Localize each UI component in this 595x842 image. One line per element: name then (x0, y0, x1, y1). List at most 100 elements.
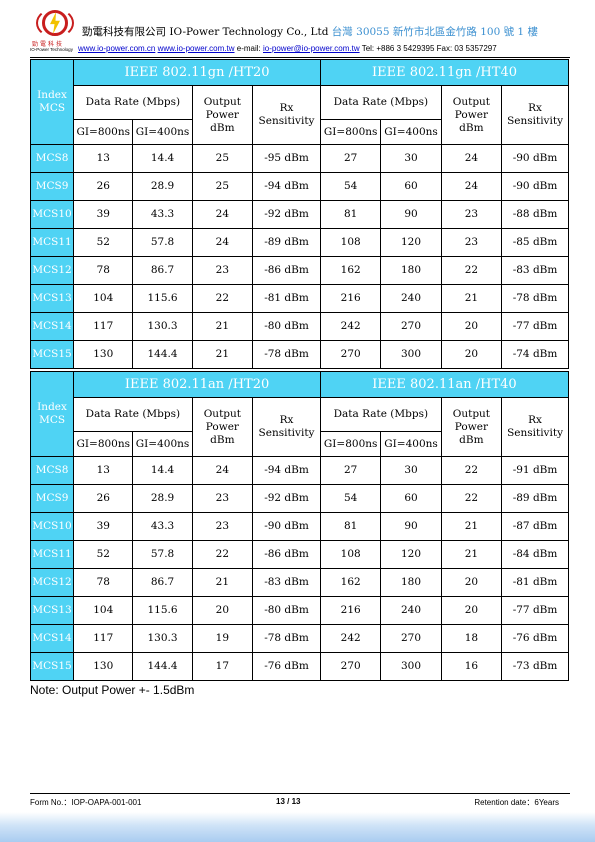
value-cell: 117 (73, 312, 134, 341)
gi-400-header-text: GI=400ns (384, 125, 438, 138)
mcs-index-cell-text: MCS13 (32, 604, 72, 616)
mcs-index-cell: MCS9 (29, 484, 75, 513)
value-cell: 24 (191, 456, 254, 485)
mcs-index-cell: MCS8 (29, 456, 75, 485)
email-link[interactable]: io-power@io-power.com.tw (263, 44, 360, 53)
mcs-index-cell: MCS12 (29, 568, 75, 597)
mcs-index-cell: MCS14 (29, 624, 75, 653)
value-cell: 216 (319, 284, 382, 313)
value-cell-text: -80 dBm (264, 604, 309, 616)
value-cell: -92 dBm (252, 484, 321, 513)
value-cell: 28.9 (132, 484, 193, 513)
website-link-cn[interactable]: www.io-power.com.cn (78, 44, 156, 53)
value-cell: 17 (191, 652, 254, 681)
value-cell: 162 (319, 256, 382, 285)
value-cell: 242 (319, 312, 382, 341)
value-cell-text: 270 (401, 320, 422, 332)
email-label: e-mail: (236, 44, 261, 53)
table-title-row: Index MCS IEEE 802.11an /HT20 IEEE 802.11an… (29, 371, 570, 457)
value-cell: -87 dBm (501, 512, 569, 541)
value-cell: 270 (319, 340, 382, 369)
value-cell-text: 270 (340, 660, 361, 672)
value-cell-text: -76 dBm (264, 660, 309, 672)
right-section-title: IEEE 802.11an /HT40 (319, 371, 570, 398)
value-cell-text: -77 dBm (512, 604, 558, 616)
value-cell-text: 130.3 (147, 320, 178, 332)
value-cell: 52 (73, 540, 134, 569)
rx-sensitivity-header-text: Rx (528, 414, 542, 426)
gi-800-header-text: GI=800ns (76, 437, 131, 450)
value-cell: 20 (440, 312, 503, 341)
value-cell: 120 (380, 540, 442, 569)
value-cell: 115.6 (132, 284, 193, 313)
value-cell: 25 (191, 144, 254, 173)
value-cell-text: 54 (343, 180, 358, 192)
value-cell-text: 14.4 (150, 464, 175, 476)
value-cell-text: -90 dBm (512, 152, 558, 164)
value-cell: -81 dBm (252, 284, 321, 313)
value-cell-text: 52 (96, 548, 110, 560)
value-cell-text: 39 (96, 208, 110, 220)
value-cell-text: -92 dBm (264, 208, 309, 220)
mcs-index-cell-text: MCS15 (32, 660, 72, 672)
value-cell: 24 (440, 172, 503, 201)
value-cell: -80 dBm (252, 596, 321, 625)
company-logo: 勁電科技 IO-Power Technology (30, 8, 80, 54)
rx-sensitivity-header-text: Sensitivity (507, 427, 563, 439)
value-cell: 108 (319, 540, 382, 569)
index-mcs-header: Index MCS (29, 59, 75, 145)
mcs-index-cell-text: MCS14 (32, 320, 72, 332)
table-subheader-row: GI=800ns GI=400ns GI=800ns GI=400ns (31, 431, 569, 457)
gi-800-header: GI=800ns (319, 119, 382, 145)
table-row: MCS12 78 86.7 21 -83 dBm 162 180 20 -81 dBm (29, 568, 569, 597)
value-cell-text: 23 (215, 264, 230, 276)
value-cell: 24 (191, 228, 254, 257)
website-link-tw[interactable]: www.io-power.com.tw (157, 44, 235, 53)
value-cell-text: 115.6 (147, 604, 178, 616)
output-power-header-text: dBm (459, 433, 484, 446)
value-cell-text: 20 (215, 604, 230, 616)
value-cell: -74 dBm (501, 340, 569, 369)
value-cell-text: 81 (343, 208, 358, 220)
value-cell-text: 24 (215, 208, 230, 220)
contact-line: www.io-power.com.cn www.io-power.com.tw … (78, 44, 497, 53)
value-cell: -76 dBm (501, 624, 569, 653)
table-row: MCS13 104 115.6 20 -80 dBm 216 240 20 -77 dBm (29, 596, 569, 625)
value-cell: 240 (380, 284, 442, 313)
logo-ring-icon (42, 10, 68, 36)
value-cell-text: 43.3 (150, 520, 175, 532)
value-cell-text: 240 (401, 604, 422, 616)
value-cell-text: 20 (464, 348, 479, 360)
mcs-index-cell-text: MCS11 (32, 236, 72, 248)
value-cell-text: 81 (343, 520, 358, 532)
value-cell: 216 (319, 596, 382, 625)
value-cell: 130 (73, 652, 134, 681)
value-cell: 90 (380, 200, 442, 229)
value-cell-text: -89 dBm (264, 236, 309, 248)
value-cell-text: 180 (401, 576, 422, 588)
table-header-row: Data Rate (Mbps) Output Power dBm Rx Sensitiv… (31, 85, 569, 145)
value-cell: 23 (191, 484, 254, 513)
value-cell: 19 (191, 624, 254, 653)
value-cell-text: 242 (340, 320, 361, 332)
value-cell: 130.3 (132, 624, 193, 653)
index-mcs-header-text: MCS (39, 102, 66, 114)
value-cell: 90 (380, 512, 442, 541)
value-cell: 22 (440, 256, 503, 285)
table-row: MCS8 13 14.4 25 -95 dBm 27 30 24 -90 dBm (29, 144, 569, 173)
value-cell: 21 (191, 568, 254, 597)
value-cell: -73 dBm (501, 652, 569, 681)
value-cell: 23 (191, 512, 254, 541)
value-cell-text: 22 (464, 492, 479, 504)
mcs-index-cell-text: MCS15 (32, 348, 72, 360)
mcs-index-cell-text: MCS8 (35, 152, 69, 164)
value-cell: 27 (319, 144, 382, 173)
value-cell: -85 dBm (501, 228, 569, 257)
value-cell: 22 (191, 284, 254, 313)
value-cell: 14.4 (132, 144, 193, 173)
lightning-bolt-icon (50, 12, 60, 34)
value-cell-text: -90 dBm (512, 180, 558, 192)
value-cell-text: 20 (464, 576, 479, 588)
value-cell: 39 (73, 512, 134, 541)
value-cell: -77 dBm (501, 312, 569, 341)
